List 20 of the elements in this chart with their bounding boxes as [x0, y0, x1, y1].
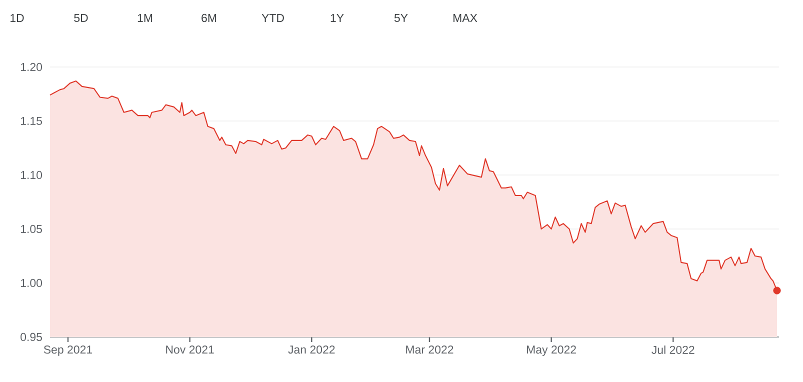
x-tick-label: Mar 2022 — [406, 346, 454, 354]
text: 1M — [138, 14, 152, 22]
y-tick-label: 1.05 — [20, 224, 42, 234]
y-tick-label: 0.95 — [20, 332, 42, 342]
x-tick-label: Sep 2021 — [44, 346, 92, 356]
y-tick-label: 1.15 — [20, 116, 42, 125]
text: MAX — [453, 14, 478, 22]
text: 1D — [10, 14, 24, 22]
y-tick-label: 1.00 — [20, 278, 42, 288]
x-tick-label: Nov 2021 — [166, 346, 214, 354]
text: YTD — [262, 14, 284, 22]
x-tick-label: Jul 2022 — [652, 346, 694, 354]
text: 1Y — [330, 14, 344, 22]
x-tick-label: Jan 2022 — [288, 346, 335, 354]
y-tick-label: 1.10 — [20, 170, 42, 180]
text: 5Y — [394, 14, 408, 22]
text: 6M — [202, 14, 216, 22]
y-tick-label: 1.20 — [20, 62, 42, 72]
x-tick-label: May 2022 — [527, 346, 576, 356]
text: 5D — [74, 14, 88, 22]
